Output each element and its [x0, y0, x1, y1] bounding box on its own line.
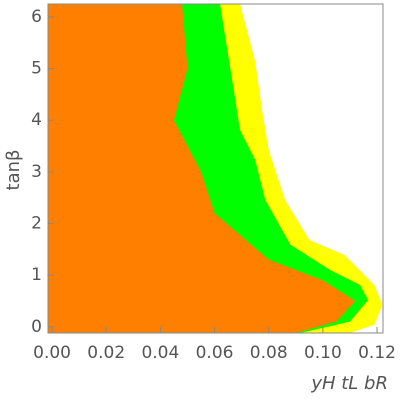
x-tick-label: 0.02: [87, 343, 125, 363]
y-tick-label: 6: [31, 7, 42, 27]
y-tick-label: 2: [31, 214, 42, 234]
y-tick-label: 1: [31, 265, 42, 285]
y-axis-label: tanβ: [3, 150, 24, 191]
y-tick-label: 4: [31, 110, 42, 130]
y-tick-label: 5: [31, 59, 42, 79]
y-tick-label: 0: [31, 317, 42, 337]
region: [48, 4, 356, 333]
y-tick-label: 3: [31, 162, 42, 182]
plot-frame: [47, 3, 384, 334]
x-axis-label: yH tL bR: [310, 373, 388, 394]
x-tick-label: 0.08: [250, 343, 288, 363]
x-tick-label: 0.04: [141, 343, 179, 363]
x-tick-label: 0.12: [358, 343, 396, 363]
x-tick-label: 0.06: [196, 343, 234, 363]
x-tick-label: 0.10: [304, 343, 342, 363]
x-tick-label: 0.00: [33, 343, 71, 363]
